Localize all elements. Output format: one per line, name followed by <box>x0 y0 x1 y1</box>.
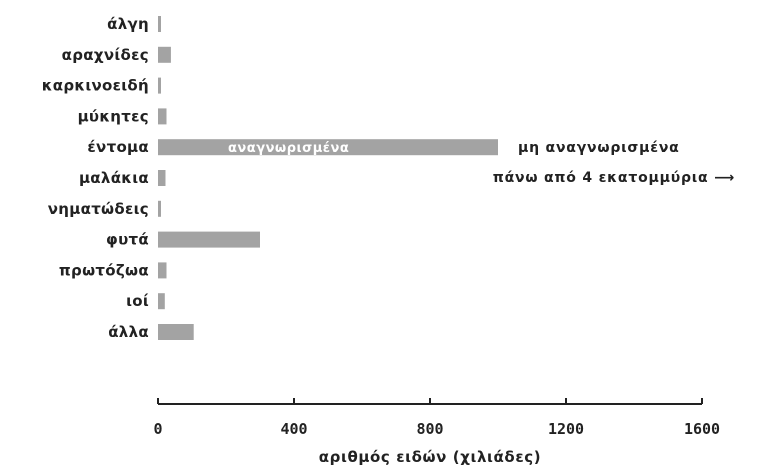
outside-label: μη αναγνωρισμένα <box>518 140 680 156</box>
x-tick-label-1: 400 <box>280 420 307 438</box>
category-label-3: μύκητες <box>78 107 149 125</box>
category-label-9: ιοί <box>126 292 149 310</box>
bar-inner-label: αναγνωρισμένα <box>228 141 349 156</box>
category-label-7: φυτά <box>106 231 149 249</box>
bar-2 <box>158 77 161 94</box>
note-label: πάνω από 4 εκατομμύρια ⟶ <box>493 170 735 186</box>
category-label-4: έντομα <box>87 138 149 156</box>
category-label-1: αραχνίδες <box>62 46 149 64</box>
bar-0 <box>158 16 161 32</box>
bar-3 <box>158 108 167 125</box>
x-axis-title: αριθμός ειδών (χιλιάδες) <box>319 448 541 466</box>
x-tick-label-0: 0 <box>153 420 162 438</box>
bar-4 <box>158 139 498 156</box>
category-label-8: πρωτόζωα <box>59 261 149 279</box>
category-label-10: άλλα <box>108 323 149 341</box>
bar-6 <box>158 200 161 217</box>
category-label-0: άλγη <box>107 15 149 33</box>
category-label-6: νηματώδεις <box>48 200 149 218</box>
bar-5 <box>158 170 166 186</box>
category-label-2: καρκινοειδή <box>42 77 149 95</box>
bar-9 <box>158 293 165 310</box>
category-label-5: μαλάκια <box>79 169 149 187</box>
bar-10 <box>158 324 194 340</box>
x-tick-label-2: 800 <box>416 420 443 438</box>
bar-8 <box>158 262 167 279</box>
x-tick-label-4: 1600 <box>684 420 720 438</box>
x-tick-label-3: 1200 <box>548 420 584 438</box>
bar-1 <box>158 46 171 63</box>
bar-7 <box>158 231 260 248</box>
